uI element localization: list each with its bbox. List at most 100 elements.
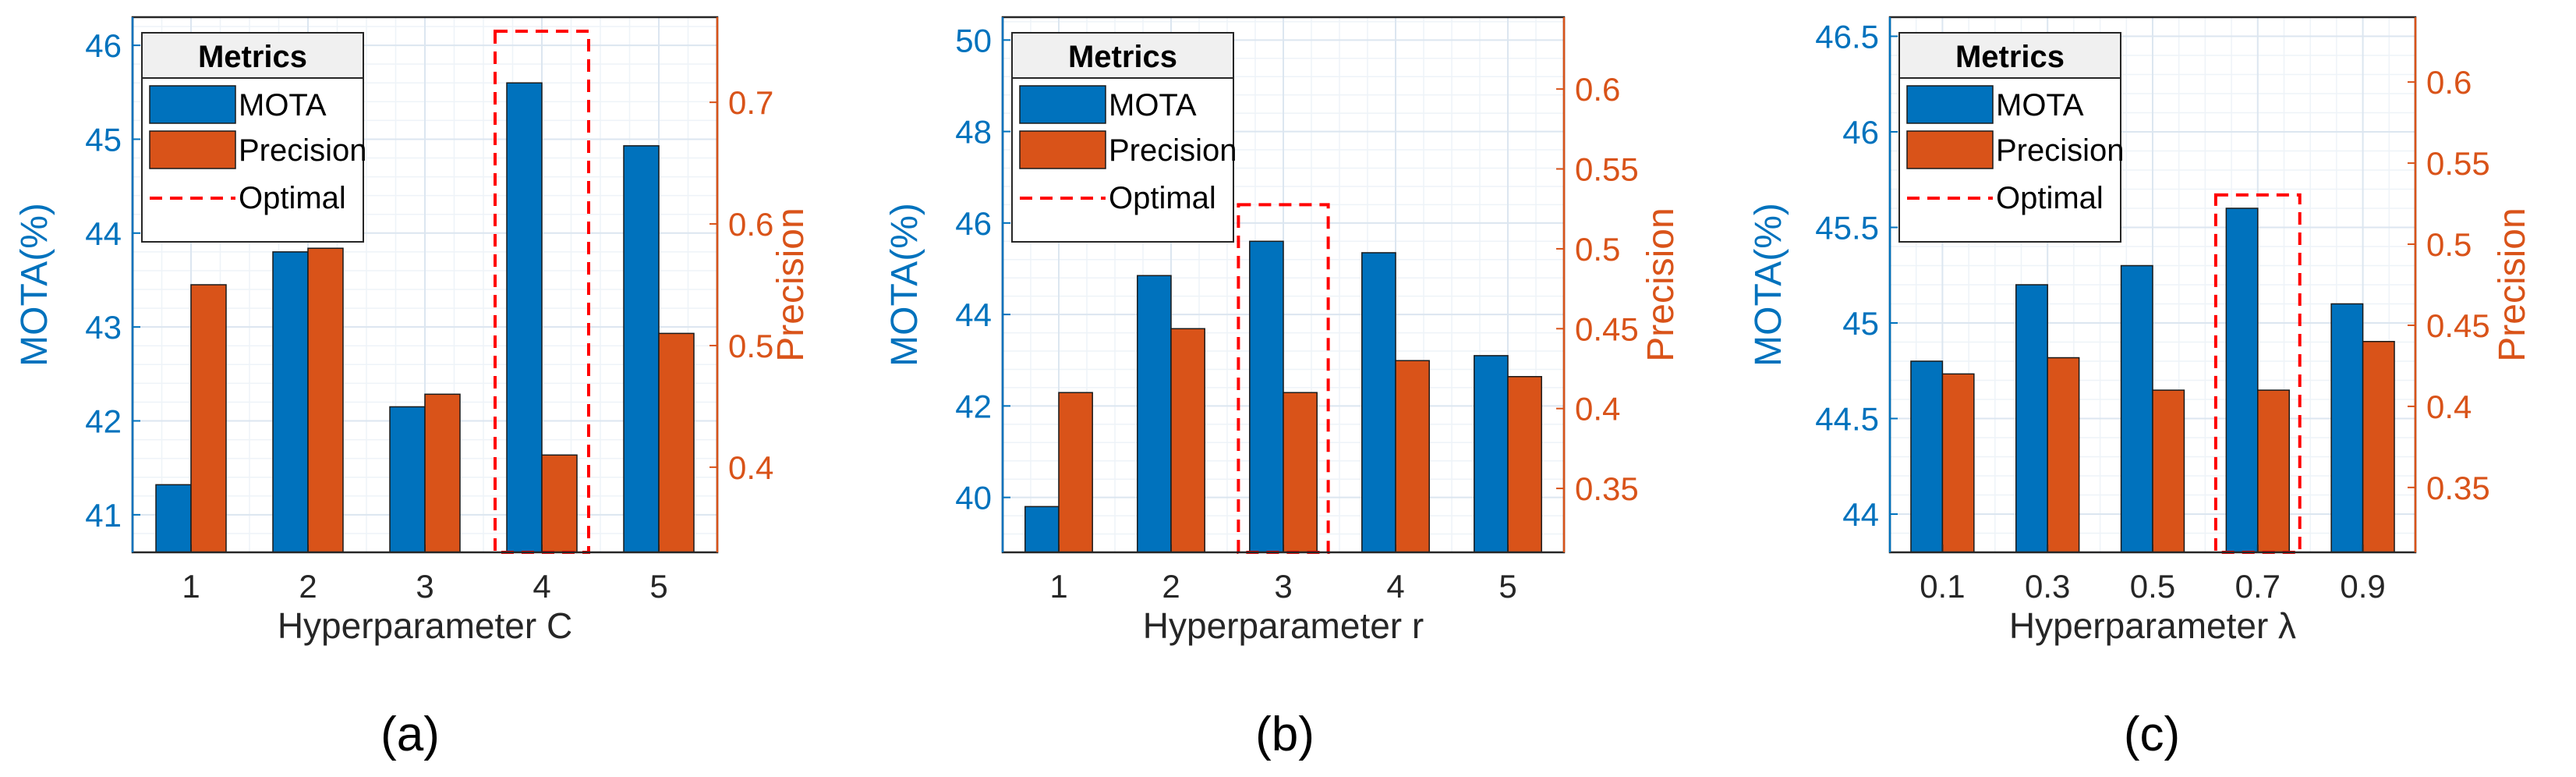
bar-precision-1	[190, 284, 227, 553]
bar-precision-2	[307, 247, 344, 553]
bar-precision-3	[424, 393, 461, 553]
x-tick-label: 2	[1162, 568, 1180, 605]
y-left-tick-label: 48	[955, 114, 992, 151]
bar-precision-5	[658, 332, 695, 553]
legend-title: Metrics	[198, 40, 307, 74]
y-right-tick-label: 0.5	[2426, 226, 2472, 263]
y-right-tick-label: 0.6	[1575, 71, 1620, 108]
legend-title-bar	[141, 32, 364, 79]
y-left-tick-label: 46	[85, 27, 122, 64]
y-left-tick-label: 45	[85, 121, 122, 158]
x-tick-label: 0.7	[2235, 568, 2281, 605]
y-right-tick-label: 0.4	[2426, 388, 2472, 425]
legend: Metrics MOTA Precision Optimal	[1011, 32, 1237, 243]
bar-precision-4	[541, 454, 578, 553]
y-right-tick-label: 0.5	[1575, 231, 1620, 268]
y-left-tick-label: 43	[85, 309, 122, 346]
bar-mota-3	[389, 406, 426, 553]
x-tick-label: 4	[533, 568, 550, 605]
y-right-tick-label: 0.5	[728, 328, 773, 364]
y-left-tick-label: 42	[85, 403, 122, 440]
y-left-tick-label: 44.5	[1815, 401, 1879, 438]
y-left-tick-label: 44	[1842, 496, 1879, 533]
x-tick-label: 0.5	[2130, 568, 2175, 605]
y-right-tick-label: 0.45	[1575, 310, 1639, 347]
bar-mota-0.5	[2120, 264, 2153, 553]
y-right-tick-label: 0.35	[1575, 470, 1639, 507]
legend-swatch-mota	[1906, 85, 1994, 124]
x-axis-label: Hyperparameter λ	[2009, 605, 2296, 646]
legend-label-optimal: Optimal	[1996, 181, 2104, 215]
x-tick-label: 3	[1274, 568, 1292, 605]
bar-mota-0.3	[2015, 284, 2048, 553]
legend-label-optimal: Optimal	[239, 181, 346, 215]
y-right-tick-label: 0.6	[2426, 64, 2472, 101]
bar-precision-5	[1507, 375, 1542, 553]
legend-swatch-mota	[1019, 85, 1106, 124]
bar-mota-1	[155, 484, 192, 553]
bar-mota-4	[506, 82, 543, 553]
x-tick-label: 0.3	[2025, 568, 2070, 605]
bar-precision-0.1	[1941, 373, 1975, 553]
legend-label-optimal: Optimal	[1109, 181, 1216, 215]
legend-swatch-mota	[149, 85, 236, 124]
bar-mota-2	[1137, 275, 1172, 553]
x-tick-label: 5	[649, 568, 667, 605]
caption-a: (a)	[380, 708, 440, 761]
bar-mota-0.7	[2225, 208, 2259, 553]
optimal-box	[1237, 203, 1330, 554]
x-tick-label: 3	[416, 568, 433, 605]
x-tick-label: 1	[182, 568, 200, 605]
y-left-axis-label: MOTA(%)	[884, 203, 925, 367]
x-tick-label: 1	[1049, 568, 1067, 605]
bar-mota-0.9	[2330, 303, 2364, 553]
bar-mota-2	[272, 251, 309, 553]
captions: (a) (b) (c)	[380, 708, 2180, 761]
legend-swatch-precision	[1019, 130, 1106, 169]
bar-precision-0.9	[2362, 341, 2395, 553]
y-left-tick-label: 41	[85, 497, 122, 534]
caption-c: (c)	[2124, 708, 2180, 761]
x-axis-label: Hyperparameter C	[278, 605, 572, 646]
y-left-tick-label: 42	[955, 388, 992, 424]
legend-swatch-precision	[149, 130, 236, 169]
bar-mota-4	[1361, 252, 1396, 553]
y-right-tick-label: 0.35	[2426, 470, 2490, 506]
y-left-tick-label: 45.5	[1815, 210, 1879, 247]
legend-label-mota: MOTA	[1109, 88, 1197, 122]
legend-title-bar	[1898, 32, 2121, 79]
legend: Metrics MOTA Precision Optimal	[1898, 32, 2125, 243]
legend-label-mota: MOTA	[1996, 88, 2084, 122]
x-axis-label: Hyperparameter r	[1143, 605, 1424, 646]
bar-precision-1	[1058, 392, 1093, 553]
y-left-tick-label: 46	[1842, 114, 1879, 151]
bar-mota-5	[1474, 355, 1509, 553]
x-tick-label: 0.1	[1920, 568, 1965, 605]
bar-precision-2	[1170, 328, 1205, 553]
bar-precision-4	[1395, 360, 1430, 553]
chart-panel-b: 1 2 3 4 5 Hyperparameter r 40 42 44 46 48 50 MOTA(%)…	[884, 16, 1682, 646]
legend-title: Metrics	[1068, 40, 1177, 74]
y-left-tick-label: 46.5	[1815, 19, 1879, 55]
y-right-tick-label: 0.6	[728, 206, 773, 243]
y-right-tick-label: 0.55	[2426, 145, 2490, 182]
optimal-box	[2213, 193, 2302, 554]
y-right-axis-label: Precision	[770, 208, 812, 361]
x-tick-label: 5	[1499, 568, 1516, 605]
chart-panel-c: 0.1 0.3 0.5 0.7 0.9 Hyperparameter λ 44 44.5 45 4…	[1748, 16, 2533, 646]
bar-mota-0.1	[1910, 360, 1944, 553]
legend-label-precision: Precision	[239, 133, 367, 168]
legend-label-precision: Precision	[1109, 133, 1237, 168]
bar-mota-1	[1024, 506, 1060, 553]
legend-swatch-precision	[1906, 130, 1994, 169]
x-tick-label: 2	[299, 568, 317, 605]
y-left-tick-label: 45	[1842, 305, 1879, 342]
bar-mota-5	[623, 145, 660, 553]
y-left-axis-label: MOTA(%)	[14, 203, 55, 367]
y-right-tick-label: 0.55	[1575, 151, 1639, 188]
y-left-tick-label: 50	[955, 22, 992, 59]
legend-label-precision: Precision	[1996, 133, 2125, 168]
bar-precision-0.5	[2152, 389, 2185, 553]
